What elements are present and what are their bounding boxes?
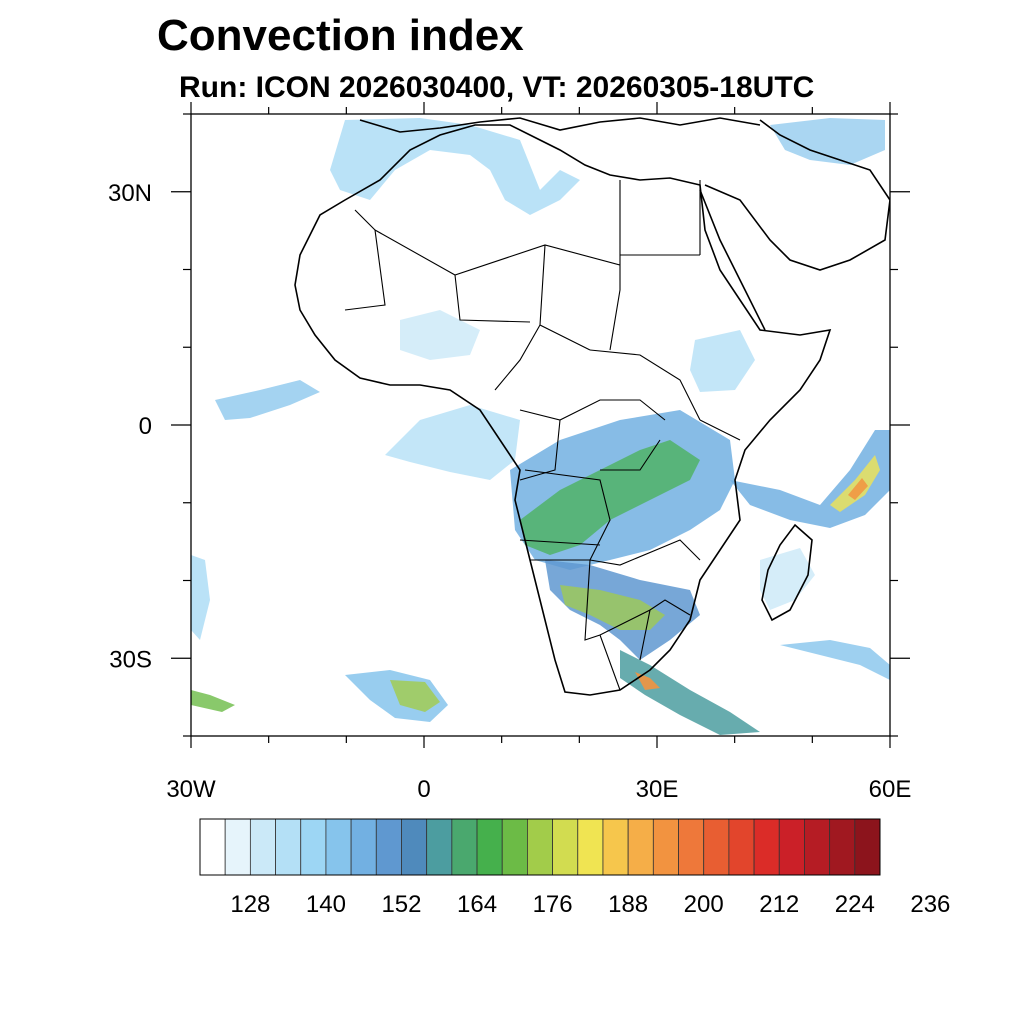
y-tick-label: 0 — [139, 413, 152, 440]
colorbar-swatch — [476, 818, 503, 876]
colorbar-swatch — [426, 818, 453, 876]
convection-madagascar — [760, 548, 815, 610]
coastlines — [294, 117, 890, 696]
colorbar-swatch — [829, 818, 856, 876]
colorbar-swatch — [375, 818, 402, 876]
x-tick-label: 30E — [636, 776, 679, 803]
colorbar-swatch — [527, 818, 553, 876]
colorbar-swatch — [778, 818, 805, 876]
colorbar-label: 224 — [835, 891, 875, 918]
country-borders — [344, 180, 741, 691]
colorbar-swatch — [804, 818, 831, 876]
convection-arabia-north — [770, 118, 885, 165]
y-tick-label: 30S — [109, 646, 152, 673]
convection-field — [191, 118, 890, 735]
colorbar-label: 140 — [306, 891, 346, 918]
y-tick-label: 30N — [108, 180, 152, 207]
colorbar-swatch — [728, 818, 755, 876]
x-tick-label: 30W — [166, 776, 216, 803]
colorbar-label: 212 — [759, 891, 799, 918]
convection-southern-core — [560, 585, 665, 630]
colorbar-swatch — [401, 818, 428, 876]
colorbar-swatch — [224, 818, 251, 876]
chart-title: Convection index — [157, 11, 524, 60]
colorbar-swatch — [652, 818, 679, 876]
colorbar-swatch — [854, 818, 881, 876]
colorbar-swatch — [678, 818, 705, 876]
colorbar-label: 188 — [608, 891, 648, 918]
colorbar-swatch — [451, 818, 478, 876]
colorbar-swatch — [703, 818, 730, 876]
colorbar-label: 164 — [457, 891, 497, 918]
colorbar-label: 152 — [381, 891, 421, 918]
colorbar-label: 236 — [910, 891, 950, 918]
colorbar-label: 200 — [684, 891, 724, 918]
convection-central-core — [520, 440, 700, 555]
colorbar-swatch — [577, 818, 604, 876]
colorbar-swatch — [249, 818, 276, 876]
convection-far-south-indian — [780, 640, 890, 680]
y-axis: 30N 0 30S — [108, 113, 910, 737]
convection-ethiopia — [690, 330, 755, 392]
convection-sw-corner — [191, 690, 235, 712]
colorbar-label: 128 — [230, 891, 270, 918]
x-tick-label: 0 — [417, 776, 430, 803]
colorbar: 128 140 152 164 176 188 200 212 224 236 — [199, 818, 950, 918]
africa-coastline — [294, 124, 832, 696]
convection-northafrica-band — [330, 118, 580, 215]
colorbar-frame — [199, 818, 881, 876]
colorbar-swatch — [753, 818, 780, 876]
chart-subtitle: Run: ICON 2026030400, VT: 20260305-18UTC — [179, 71, 815, 104]
colorbar-swatch — [552, 818, 579, 876]
convection-south-atlantic-core — [390, 680, 440, 712]
convection-indian-core — [830, 455, 880, 512]
colorbar-swatch — [350, 818, 377, 876]
colorbar-label: 176 — [533, 891, 573, 918]
x-tick-label: 60E — [869, 776, 912, 803]
colorbar-swatch — [627, 818, 654, 876]
colorbar-swatch — [199, 818, 226, 876]
colorbar-swatch — [300, 818, 327, 876]
border-lines-south — [519, 469, 701, 691]
mediterranean-north — [359, 117, 761, 133]
convection-gulf — [385, 405, 520, 480]
convection-indian-hot — [848, 478, 868, 500]
convection-se-coast — [620, 650, 760, 735]
x-axis: 30W 0 30E 60E — [166, 102, 911, 803]
colorbar-swatch — [501, 818, 528, 876]
convection-atlantic-eq — [215, 380, 320, 420]
madagascar-outline — [761, 523, 813, 622]
convection-mid-atlantic-strip — [191, 555, 210, 640]
border-lines-central — [494, 324, 741, 481]
arabia-coastline — [704, 119, 890, 271]
colorbar-swatch — [325, 818, 352, 876]
red-sea-west — [699, 189, 766, 331]
colorbar-swatch — [602, 818, 629, 876]
convection-westafrica — [400, 310, 480, 360]
colorbar-swatch — [275, 818, 302, 876]
